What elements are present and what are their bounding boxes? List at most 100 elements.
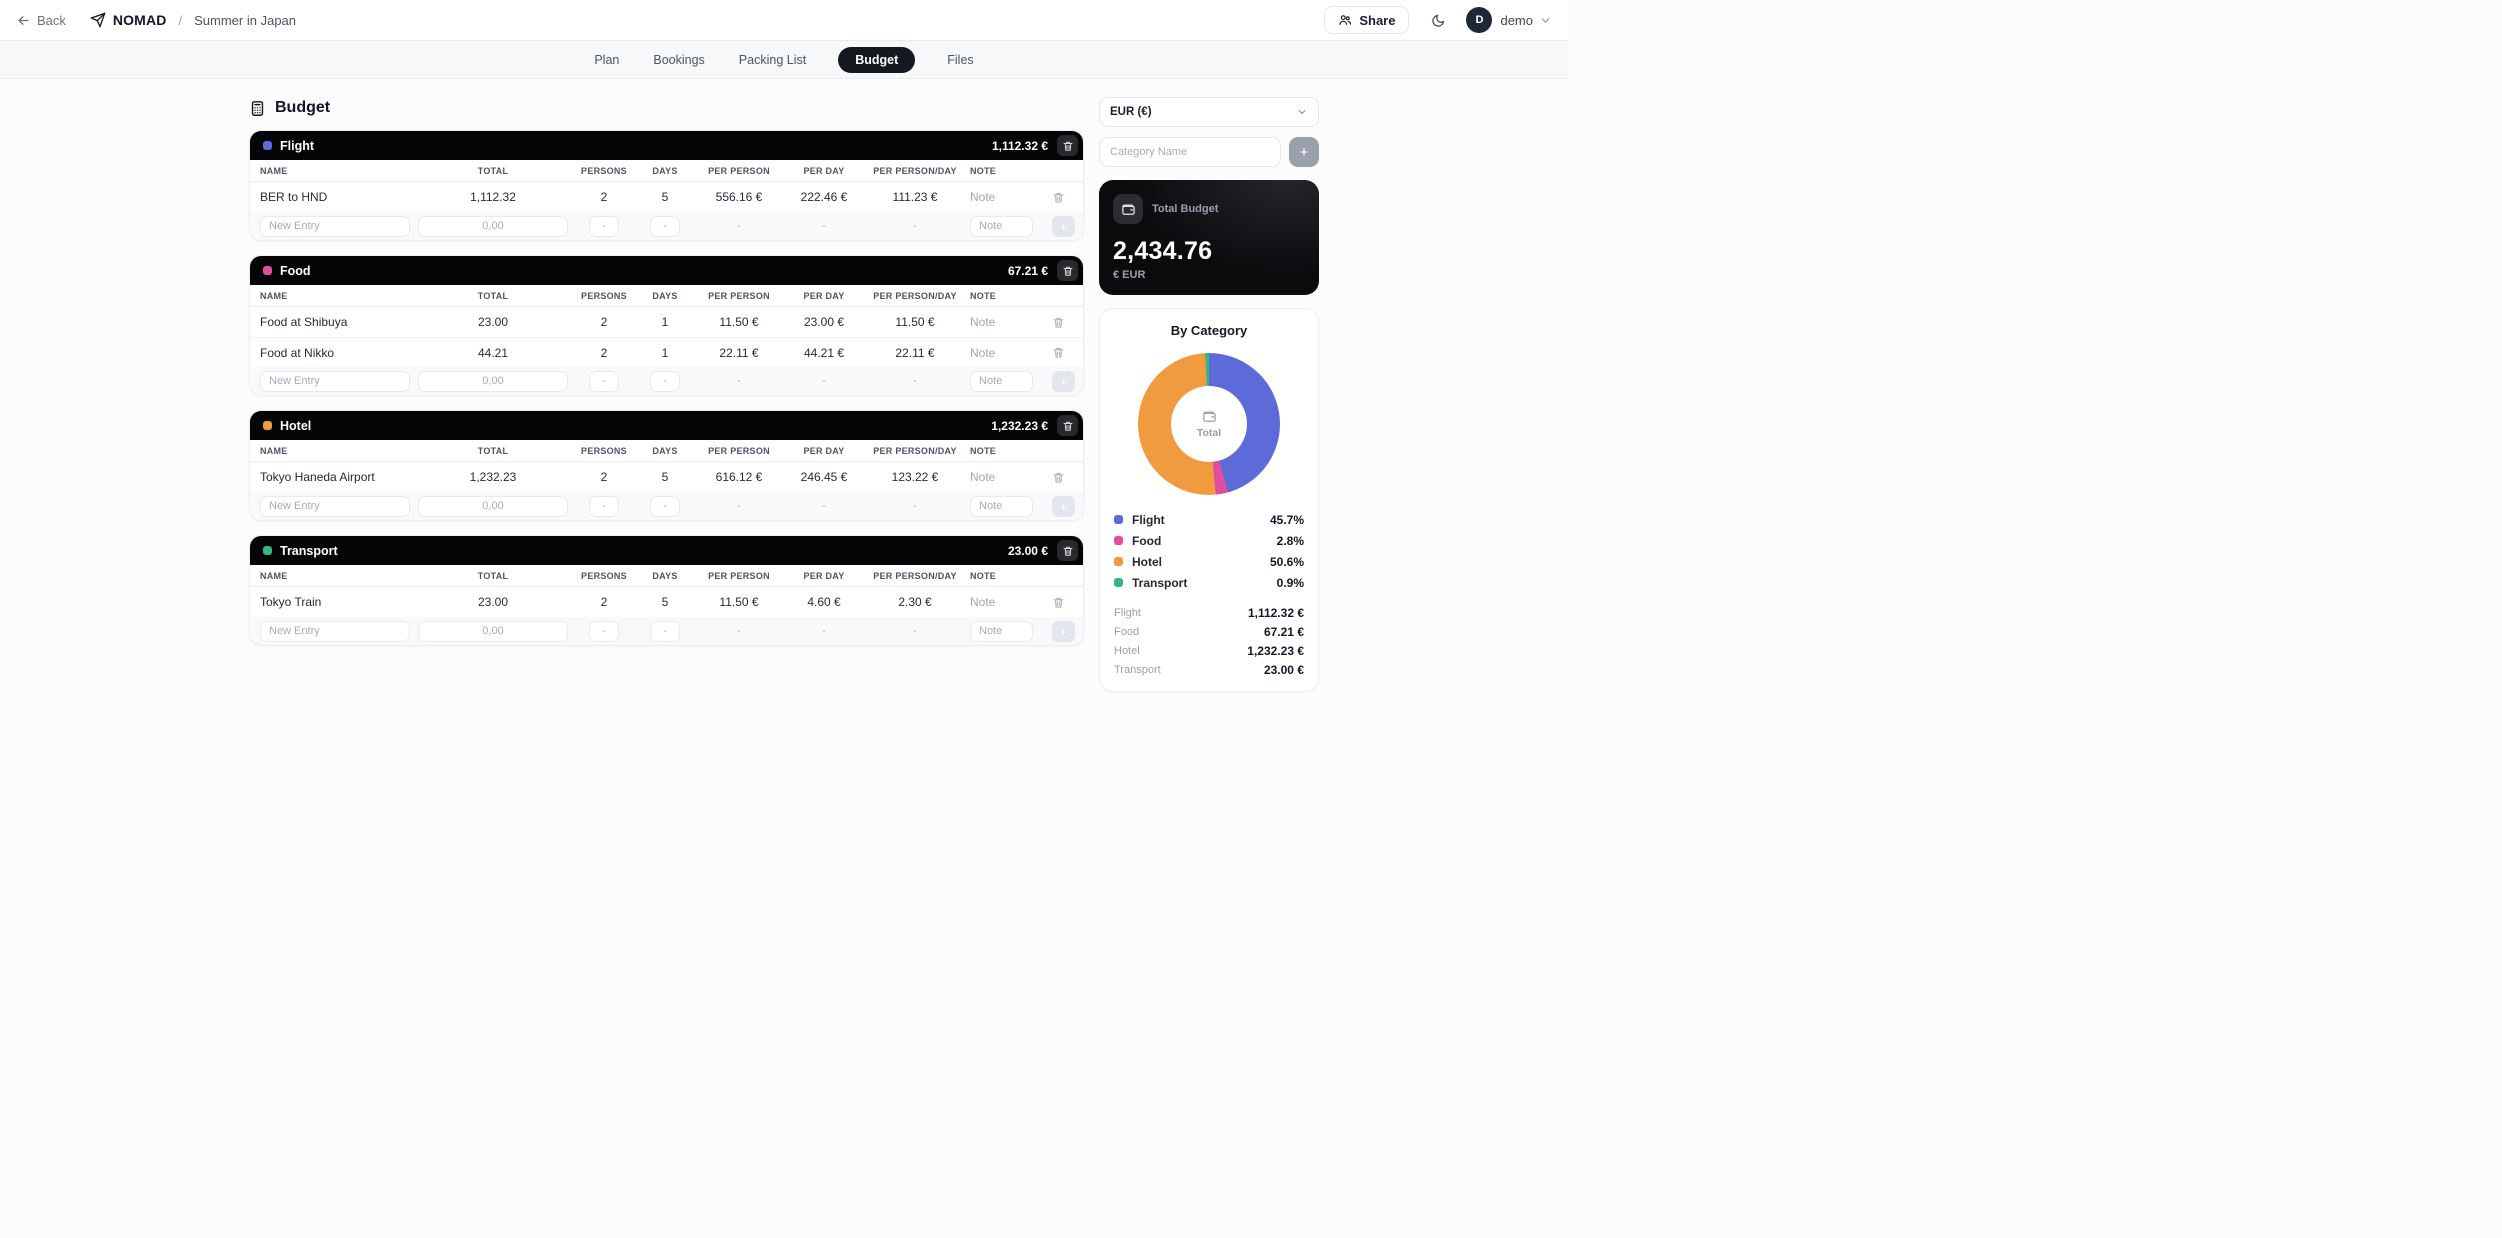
user-menu[interactable]: D demo <box>1466 7 1552 33</box>
entry-name[interactable]: Tokyo Haneda Airport <box>260 470 375 484</box>
entry-note-input[interactable]: Note <box>970 345 996 360</box>
budget-entry-row: BER to HND 1,112.32 2 5 556.16 € 222.46 … <box>250 182 1083 212</box>
tab-budget[interactable]: Budget <box>838 46 916 73</box>
new-entry-days-input[interactable] <box>650 370 680 392</box>
entry-name[interactable]: Tokyo Train <box>260 595 322 609</box>
entry-total[interactable]: 44.21 <box>477 345 509 360</box>
delete-entry-button[interactable] <box>1041 596 1075 609</box>
entry-days[interactable]: 5 <box>661 470 669 484</box>
new-entry-note-input[interactable] <box>970 215 1033 237</box>
donut-center-label: Total <box>1196 427 1222 439</box>
trash-icon <box>1063 546 1072 556</box>
share-button[interactable]: Share <box>1324 6 1410 34</box>
legend-color-dot <box>1114 578 1123 587</box>
delete-entry-button[interactable] <box>1041 471 1075 484</box>
new-entry-days-input[interactable] <box>650 620 680 642</box>
entry-total[interactable]: 23.00 <box>477 595 509 609</box>
theme-toggle-button[interactable] <box>1431 13 1446 28</box>
entry-persons[interactable]: 2 <box>600 595 608 609</box>
new-entry-persons-input[interactable] <box>589 620 619 642</box>
total-budget-card: Total Budget 2,434.76 € EUR <box>1099 180 1319 295</box>
entry-per-day: 4.60 € <box>807 595 841 609</box>
delete-entry-button[interactable] <box>1041 191 1075 204</box>
category-header: Flight 1,112.32 € <box>250 131 1083 160</box>
new-entry-note-input[interactable] <box>970 620 1033 642</box>
new-entry-note-input[interactable] <box>970 370 1033 392</box>
new-entry-days-input[interactable] <box>650 215 680 237</box>
tab-files[interactable]: Files <box>947 52 974 67</box>
add-category-button[interactable]: + <box>1289 137 1319 167</box>
entry-days[interactable]: 1 <box>661 315 669 329</box>
category-name: Flight <box>280 138 315 153</box>
new-entry-note-input[interactable] <box>970 495 1033 517</box>
entry-persons[interactable]: 2 <box>600 345 608 360</box>
legend-color-dot <box>1114 515 1123 524</box>
amount-item: Hotel 1,232.23 € <box>1114 643 1304 658</box>
legend-item: Transport 0.9% <box>1114 572 1304 593</box>
new-entry-total-input[interactable] <box>418 620 568 642</box>
delete-category-button[interactable] <box>1057 415 1078 436</box>
entry-persons[interactable]: 2 <box>600 315 608 329</box>
page-title: Budget <box>249 99 1084 117</box>
entry-name[interactable]: BER to HND <box>260 190 328 204</box>
delete-category-button[interactable] <box>1057 135 1078 156</box>
share-label: Share <box>1359 12 1396 28</box>
app-logo[interactable]: NOMAD <box>90 12 167 28</box>
new-entry-name-input[interactable] <box>260 495 410 517</box>
tab-bookings[interactable]: Bookings <box>653 52 705 67</box>
amount-item: Transport 23.00 € <box>1114 662 1304 677</box>
table-header-row: NAME TOTAL PERSONS DAYS PER PERSON PER D… <box>250 565 1083 587</box>
new-entry-persons-input[interactable] <box>589 215 619 237</box>
category-name-input[interactable] <box>1099 137 1281 167</box>
new-entry-days-input[interactable] <box>650 495 680 517</box>
entry-per-person-day: 111.23 € <box>892 190 938 204</box>
new-entry-total-input[interactable] <box>418 370 568 392</box>
entry-note-input[interactable]: Note <box>970 470 996 484</box>
delete-entry-button[interactable] <box>1041 346 1075 359</box>
entry-persons[interactable]: 2 <box>600 470 608 484</box>
new-entry-total-input[interactable] <box>418 215 568 237</box>
new-entry-name-input[interactable] <box>260 215 410 237</box>
avatar: D <box>1466 7 1493 33</box>
add-entry-button[interactable]: + <box>1052 215 1075 237</box>
entry-note-input[interactable]: Note <box>970 315 996 329</box>
chart-title: By Category <box>1170 323 1248 338</box>
entry-per-person: 556.16 € <box>715 190 763 204</box>
tab-packing-list[interactable]: Packing List <box>738 52 807 67</box>
currency-select[interactable]: EUR (€) <box>1099 97 1319 127</box>
table-header-row: NAME TOTAL PERSONS DAYS PER PERSON PER D… <box>250 285 1083 307</box>
category-card-food: Food 67.21 € NAME TOTAL PERSONS DAYS PER… <box>249 255 1084 396</box>
new-entry-row: - - - + <box>250 212 1083 240</box>
entry-total[interactable]: 1,112.32 <box>470 190 516 204</box>
entry-days[interactable]: 5 <box>661 190 669 204</box>
tab-plan[interactable]: Plan <box>594 52 620 67</box>
add-entry-button[interactable]: + <box>1052 495 1075 517</box>
add-entry-button[interactable]: + <box>1052 370 1075 392</box>
add-entry-button[interactable]: + <box>1052 620 1075 642</box>
entry-days[interactable]: 5 <box>661 595 669 609</box>
new-entry-persons-input[interactable] <box>589 370 619 392</box>
table-header-row: NAME TOTAL PERSONS DAYS PER PERSON PER D… <box>250 440 1083 462</box>
new-entry-total-input[interactable] <box>418 495 568 517</box>
entry-name[interactable]: Food at Shibuya <box>260 315 348 329</box>
category-header: Hotel 1,232.23 € <box>250 411 1083 440</box>
chevron-down-icon <box>1298 109 1306 115</box>
currency-value: EUR (€) <box>1110 106 1152 118</box>
entry-note-input[interactable]: Note <box>970 595 996 609</box>
entry-total[interactable]: 23.00 <box>477 315 509 329</box>
new-entry-name-input[interactable] <box>260 620 410 642</box>
top-bar: Back NOMAD / Summer in Japan Share D dem… <box>0 0 1568 41</box>
delete-category-button[interactable] <box>1057 260 1078 281</box>
trash-icon <box>1063 421 1072 431</box>
delete-entry-button[interactable] <box>1041 316 1075 329</box>
entry-total[interactable]: 1,232.23 <box>469 470 517 484</box>
new-entry-name-input[interactable] <box>260 370 410 392</box>
delete-category-button[interactable] <box>1057 540 1078 561</box>
entry-persons[interactable]: 2 <box>600 190 608 204</box>
new-entry-persons-input[interactable] <box>589 495 619 517</box>
entry-name[interactable]: Food at Nikko <box>260 345 335 360</box>
back-button[interactable]: Back <box>16 13 66 28</box>
category-name: Food <box>280 263 311 278</box>
entry-note-input[interactable]: Note <box>970 190 996 204</box>
entry-days[interactable]: 1 <box>661 345 669 360</box>
